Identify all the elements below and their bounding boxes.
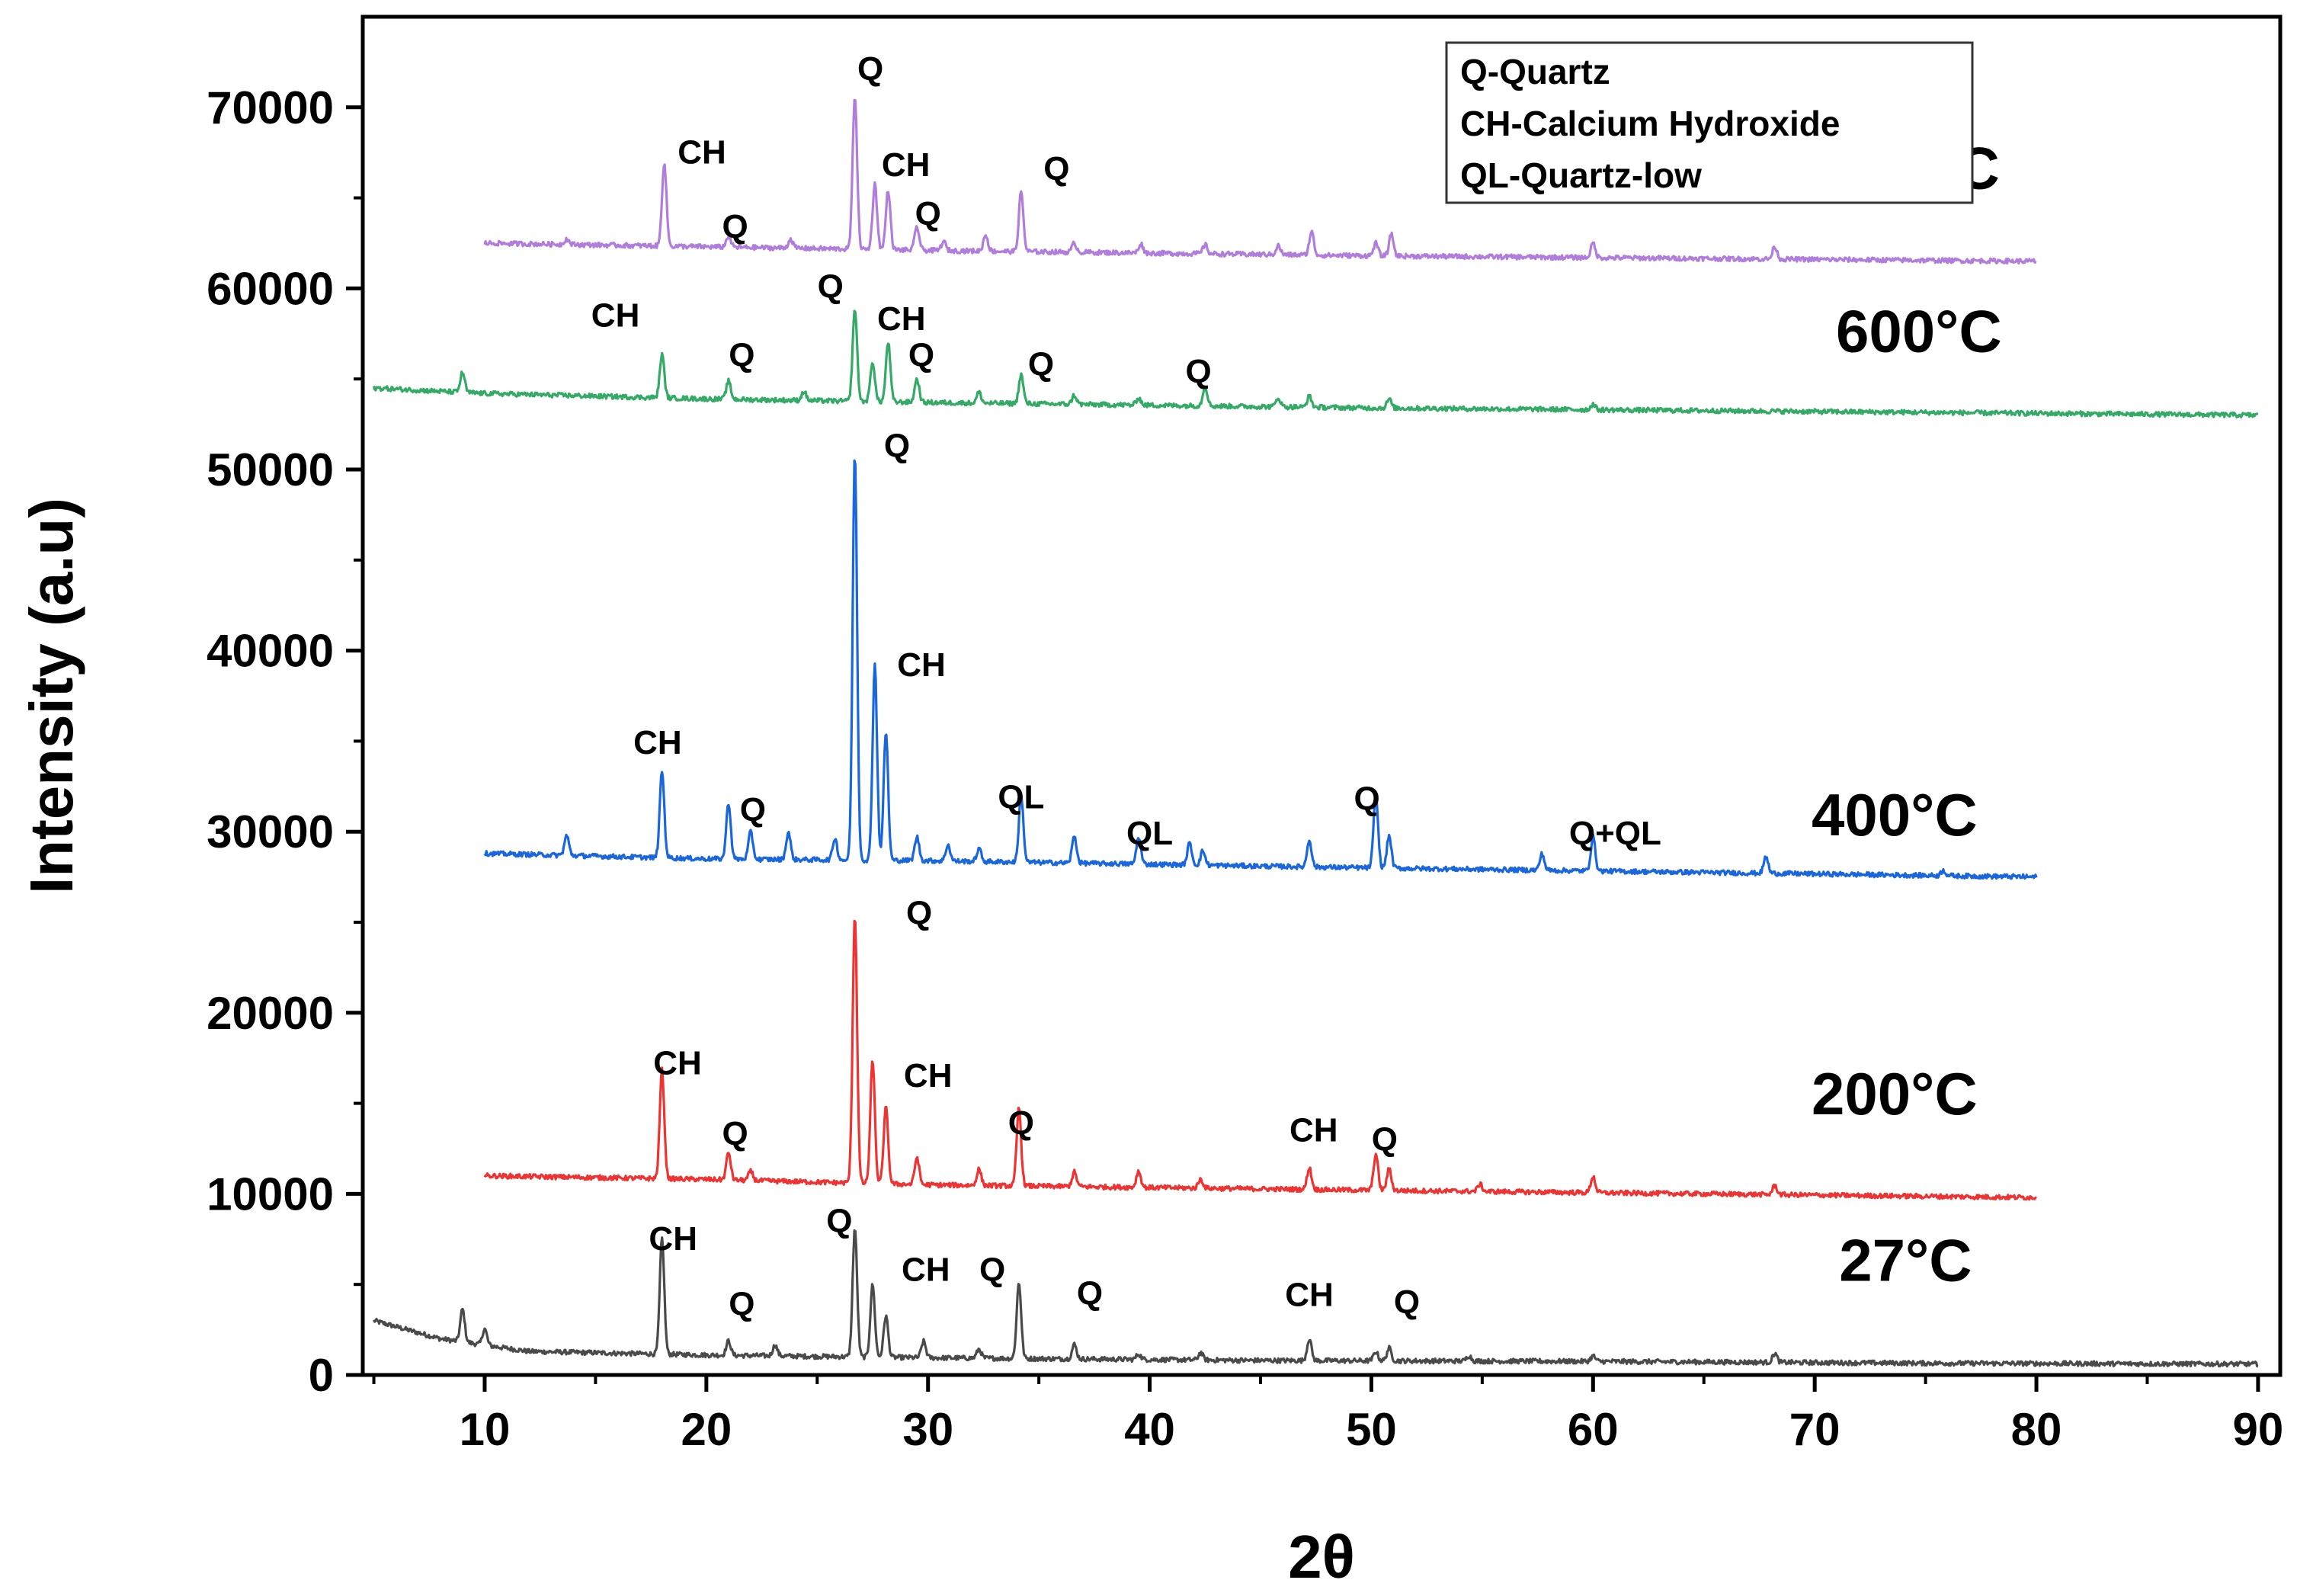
x-tick-label-60: 60 xyxy=(1568,1404,1619,1455)
peak-label-q-35: Q xyxy=(729,1286,754,1323)
peak-label-ch-14: CH xyxy=(897,646,946,684)
peak-label-q-11: Q xyxy=(1028,345,1054,383)
series-line-600c xyxy=(372,309,2259,418)
y-tick-label-70000: 70000 xyxy=(207,82,334,133)
peak-label-ql-16: QL xyxy=(998,778,1044,816)
x-tick-label-70: 70 xyxy=(1789,1404,1840,1455)
peak-label-ch-33: CH xyxy=(1285,1277,1334,1314)
temperature-label-600c: 600°C xyxy=(1836,298,2002,365)
y-axis-title: Intensity (a.u) xyxy=(18,498,85,894)
y-tick-label-60000: 60000 xyxy=(207,263,334,314)
peak-label-ql-18: QL xyxy=(1126,815,1173,852)
peak-label-q-5: Q xyxy=(915,195,941,232)
peak-label-q-32: Q xyxy=(1077,1274,1103,1312)
temperature-label-400c: 400°C xyxy=(1812,781,1978,848)
series-line-200c xyxy=(483,919,2038,1201)
x-tick-label-50: 50 xyxy=(1346,1404,1397,1455)
peak-label-ch-23: CH xyxy=(904,1057,953,1094)
y-tick-label-30000: 30000 xyxy=(207,806,334,857)
peak-label-q-34: Q xyxy=(1394,1284,1420,1321)
peak-label-q-9: Q xyxy=(729,337,754,374)
peak-label-q-3: Q xyxy=(1043,150,1069,187)
peak-label-ch-30: CH xyxy=(902,1251,950,1288)
peak-label-ch-2: CH xyxy=(882,146,931,184)
peak-label-q-31: Q xyxy=(979,1251,1005,1288)
legend-frame xyxy=(1445,41,1974,204)
peak-label-q-7: Q xyxy=(818,268,844,305)
peak-label-ch-26: CH xyxy=(1289,1111,1338,1149)
peak-label-q-10: Q xyxy=(908,337,934,374)
series-layer xyxy=(372,98,2259,1368)
peak-label-q-4: Q xyxy=(722,208,748,245)
temperature-label-200c: 200°C xyxy=(1812,1060,1978,1127)
y-tick-label-40000: 40000 xyxy=(207,626,334,677)
peak-label-ch-29: CH xyxy=(649,1220,697,1258)
peak-label-q-27: Q xyxy=(1372,1120,1398,1158)
series-line-400c xyxy=(483,459,2038,880)
peak-label-ch-15: CH xyxy=(633,724,682,761)
peak-label-q-0: Q xyxy=(857,50,883,88)
legend-entry-quartz: Q-Quartz xyxy=(1460,52,1610,91)
peak-label-ch-22: CH xyxy=(653,1045,702,1082)
peak-label-ch-8: CH xyxy=(877,300,926,338)
peak-label-q-12: Q xyxy=(1185,353,1211,390)
peak-label-q-13: Q xyxy=(884,427,910,464)
y-tick-label-50000: 50000 xyxy=(207,444,334,495)
peak-label-q-19: Q xyxy=(1354,780,1380,818)
x-tick-label-10: 10 xyxy=(460,1404,511,1455)
peak-label-q-24: Q xyxy=(1008,1104,1034,1142)
legend-entry-quartz-low: QL-Quartz-low xyxy=(1460,155,1702,195)
series-line-27c xyxy=(373,1229,2259,1368)
peak-label-q-21: Q xyxy=(906,894,932,931)
peak-label-ch-6: CH xyxy=(591,296,640,334)
x-axis-title: 2θ xyxy=(1288,1523,1355,1591)
series-line-800c xyxy=(483,98,2037,265)
y-tick-label-20000: 20000 xyxy=(207,988,334,1039)
ticks-layer: 10 20 30 40 50 60 70 80 90 0 10000 20000 30000 40000 5… xyxy=(207,82,2283,1455)
peak-label-q-25: Q xyxy=(722,1115,748,1152)
temperature-label-27c: 27°C xyxy=(1839,1226,1972,1293)
y-tick-label-10000: 10000 xyxy=(207,1168,334,1219)
x-tick-label-40: 40 xyxy=(1124,1404,1175,1455)
peak-label-ch-1: CH xyxy=(678,133,726,171)
peak-label-q-28: Q xyxy=(826,1202,852,1239)
y-tick-label-0: 0 xyxy=(309,1350,334,1401)
legend-entry-calcium-hydroxide: CH-Calcium Hydroxide xyxy=(1460,104,1840,143)
x-tick-label-80: 80 xyxy=(2011,1404,2062,1455)
legend-box: Q-Quartz CH-Calcium Hydroxide QL-Quartz-… xyxy=(1445,41,1974,204)
peak-label-q-ql-20: Q+QL xyxy=(1569,815,1661,852)
x-tick-label-20: 20 xyxy=(681,1404,732,1455)
x-tick-label-90: 90 xyxy=(2233,1404,2284,1455)
peak-label-q-17: Q xyxy=(740,791,766,828)
plot-frame xyxy=(360,14,2283,1377)
x-tick-label-30: 30 xyxy=(902,1404,953,1455)
